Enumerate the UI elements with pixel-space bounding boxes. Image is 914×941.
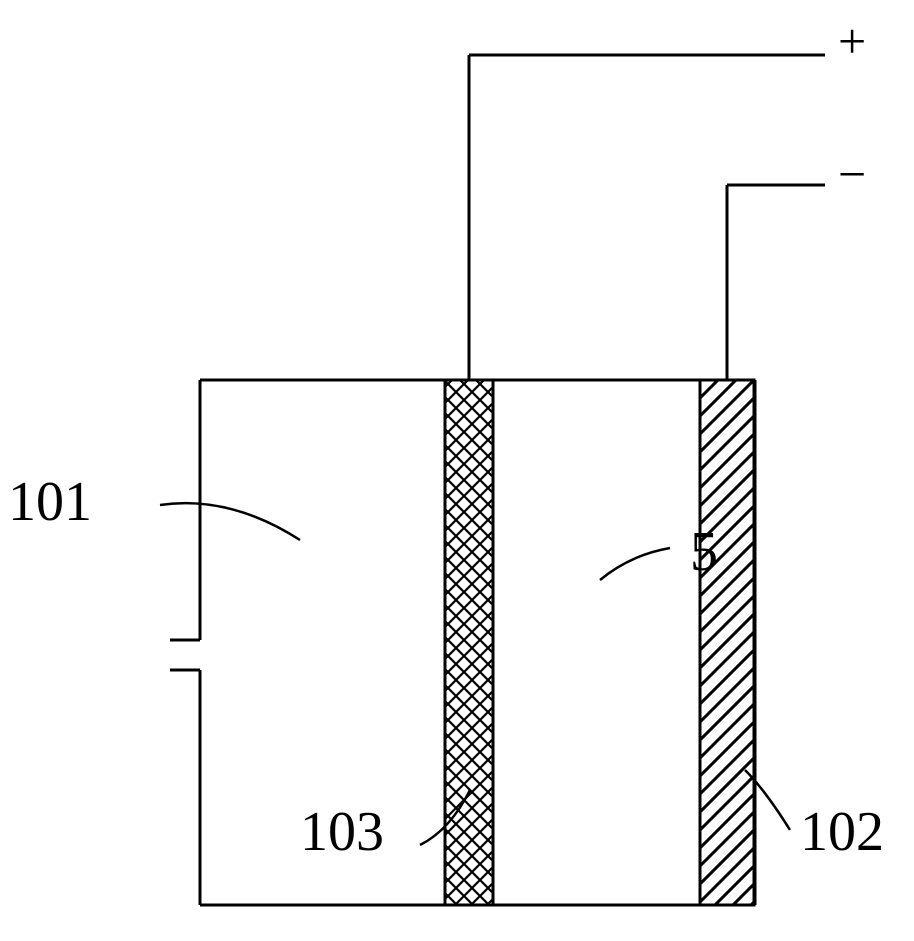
wire-positive <box>469 55 825 380</box>
electrode-102 <box>700 380 754 905</box>
terminal-plus: + <box>838 12 866 70</box>
leader-101 <box>160 503 300 540</box>
diagram-canvas <box>0 0 914 941</box>
label-102: 102 <box>800 800 884 864</box>
label-101: 101 <box>8 470 92 534</box>
label-103: 103 <box>300 800 384 864</box>
electrode-103 <box>445 380 493 905</box>
terminal-minus: − <box>838 145 866 203</box>
leader-5 <box>600 548 670 580</box>
label-5: 5 <box>690 520 718 584</box>
wire-negative <box>727 185 825 380</box>
